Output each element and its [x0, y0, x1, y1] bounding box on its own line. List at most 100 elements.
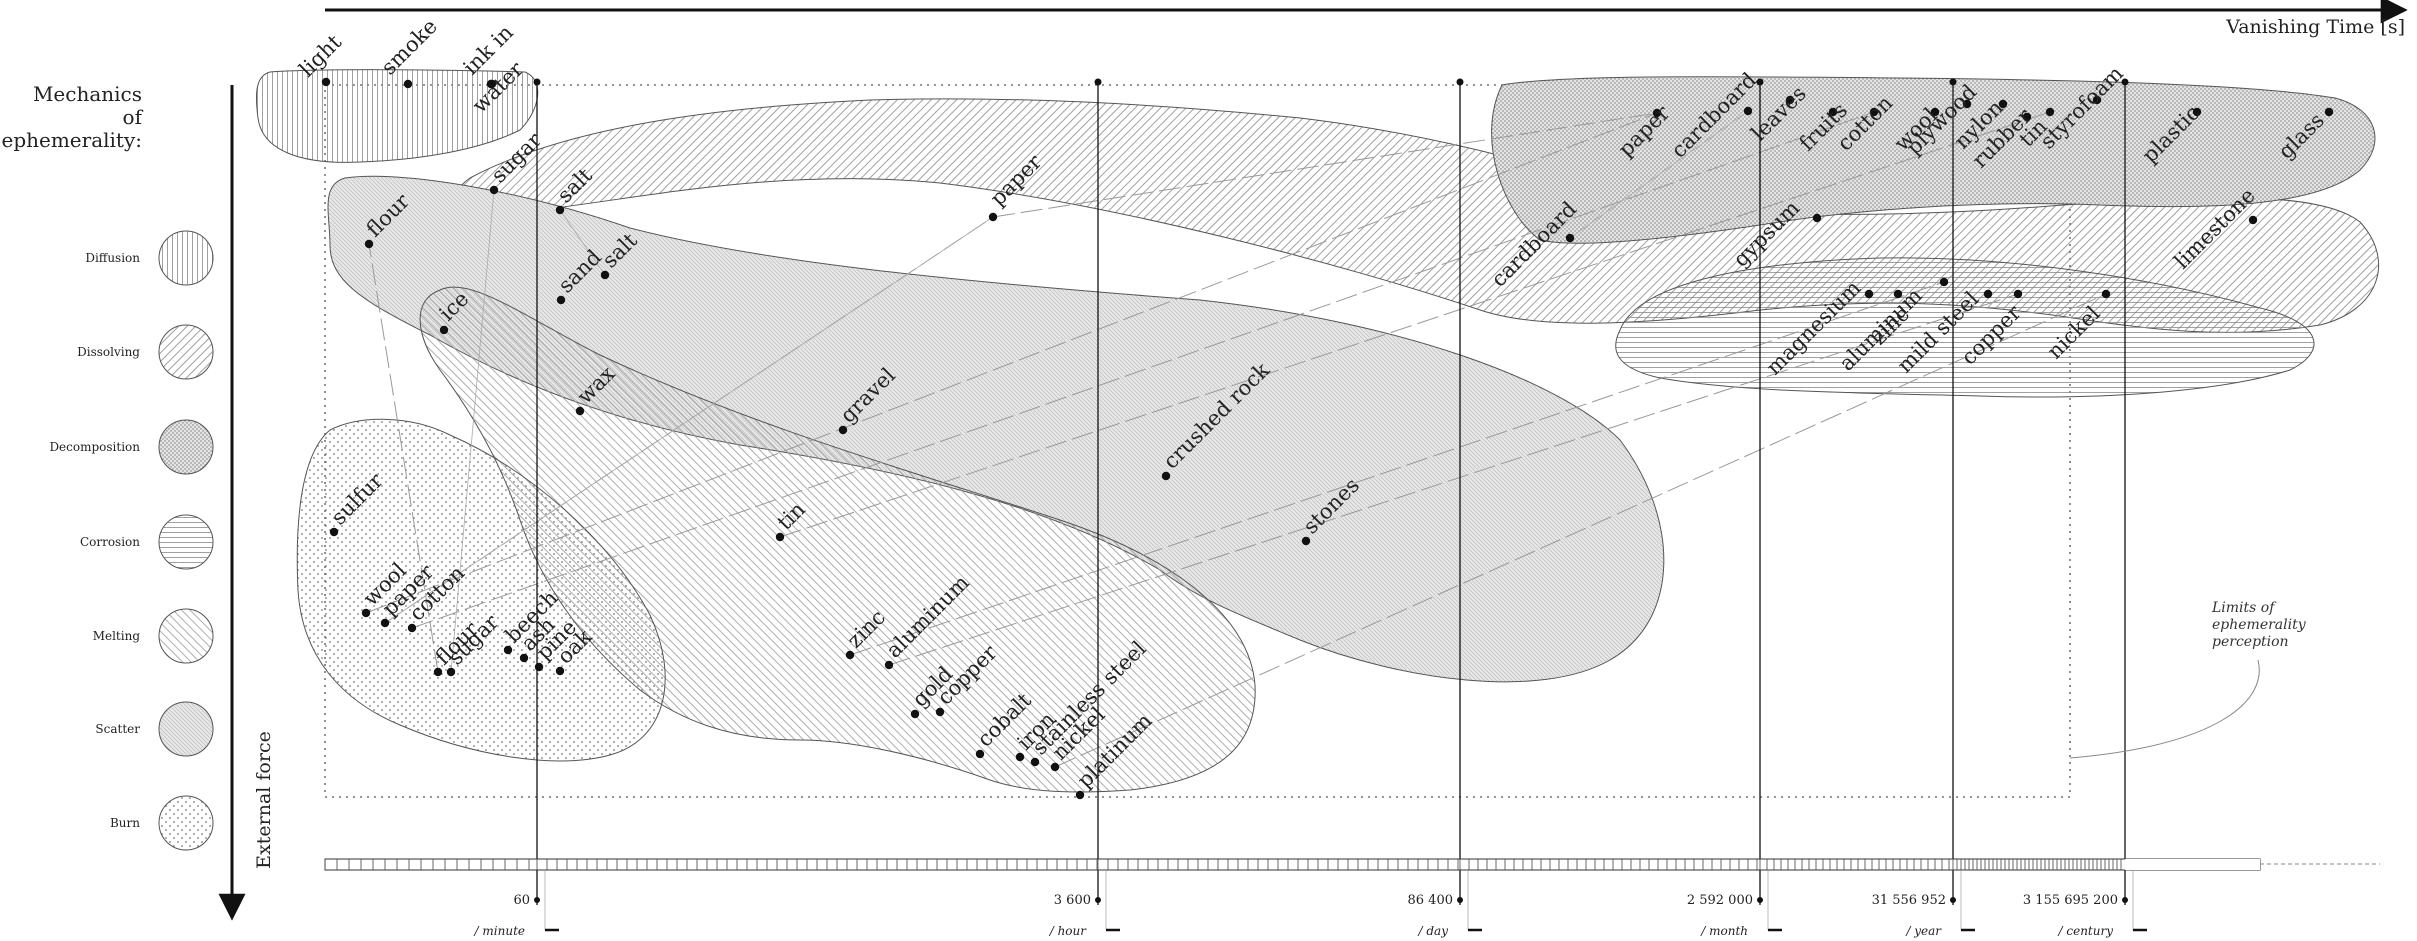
legend-swatch-burn: [158, 795, 214, 851]
time-line-cap-4: [1949, 78, 1957, 86]
legend-label-diffusion: Diffusion: [85, 251, 140, 265]
connector-3: [849, 281, 1945, 656]
dot-decomposition-4: [1869, 107, 1879, 117]
legend-swatch-corrosion: [158, 514, 214, 570]
connector-thin-0: [450, 189, 495, 673]
dot-decomposition-5: [1930, 107, 1940, 117]
timeline-bar: [324, 858, 2380, 871]
dot-melting-2: [775, 532, 785, 542]
dot-dissolving-3: [1565, 233, 1575, 243]
dot-decomposition-1: [1743, 106, 1753, 116]
dot-burn-6: [503, 645, 513, 655]
connector-5: [1054, 293, 2107, 768]
legend-swatch-melting: [158, 608, 214, 664]
connector-8: [992, 112, 1658, 218]
connector-1: [411, 111, 1875, 629]
dot-burn-2: [380, 618, 390, 628]
item-dots: [321, 77, 2334, 800]
legend-title-line-2: of: [123, 105, 144, 129]
dot-dissolving-0: [489, 185, 499, 195]
connector-thin-2: [384, 216, 994, 624]
dot-corrosion-2: [1939, 277, 1949, 287]
tick-unit-0: / minute: [474, 924, 525, 938]
dot-melting-7: [975, 749, 985, 759]
dot-melting-5: [910, 709, 920, 719]
dot-burn-7: [519, 653, 529, 663]
tick-unit-1: / hour: [1049, 924, 1088, 938]
dot-decomposition-7: [1998, 99, 2008, 109]
connector-thin-3: [1569, 110, 1749, 239]
region-corrosion: [1615, 257, 2315, 398]
time-lines: [533, 78, 2129, 905]
connector-2: [368, 243, 439, 673]
tick-dot-4: [1950, 897, 1956, 903]
legend-title-line-1: Mechanics: [33, 82, 142, 106]
time-line-cap-2: [1456, 78, 1464, 86]
dot-corrosion-1: [1893, 289, 1903, 299]
region-burn: [296, 418, 666, 762]
tick-unit-3: / month: [1700, 924, 1748, 938]
tick-dot-1: [1095, 897, 1101, 903]
legend-label-melting: Melting: [93, 629, 141, 643]
dot-decomposition-6: [1962, 99, 1972, 109]
tick-dot-5: [2122, 897, 2128, 903]
dot-burn-1: [361, 608, 371, 618]
dot-corrosion-0: [1864, 289, 1874, 299]
timeline-ticks: 60 / minute 3 600 / hour 86 400 / day 2 592 00…: [474, 871, 2147, 938]
dot-scatter-0: [364, 239, 374, 249]
dot-diffusion-1: [403, 79, 413, 89]
connector-lines: [365, 110, 2107, 768]
connector-0: [365, 112, 1658, 614]
x-axis-title: Vanishing Time [s]: [2225, 16, 2405, 38]
dot-burn-8: [534, 662, 544, 672]
tick-value-4: 31 556 952: [1872, 893, 1946, 908]
dot-decomposition-10: [2092, 95, 2102, 105]
tick-value-2: 86 400: [1408, 893, 1454, 908]
dot-melting-1: [575, 406, 585, 416]
time-line-cap-0: [533, 78, 541, 86]
dot-melting-6: [935, 707, 945, 717]
legend-title-line-3: ephemerality:: [1, 128, 142, 152]
tick-unit-5: / century: [2058, 924, 2114, 938]
region-decomposition: [1491, 76, 2376, 244]
legend-swatch-diffusion: [158, 230, 214, 286]
tick-dot-2: [1457, 897, 1463, 903]
tick-dot-3: [1757, 897, 1763, 903]
dot-dissolving-4: [1812, 213, 1822, 223]
dot-corrosion-4: [2013, 289, 2023, 299]
legend-label-corrosion: Corrosion: [80, 535, 140, 549]
time-line-cap-5: [2121, 78, 2129, 86]
dot-burn-0: [329, 527, 339, 537]
dot-diffusion-3: [486, 79, 496, 89]
legend-swatch-scatter: [158, 701, 214, 757]
dot-scatter-2: [600, 270, 610, 280]
dot-corrosion-5: [2101, 289, 2111, 299]
time-line-cap-1: [1094, 78, 1102, 86]
dot-scatter-3: [838, 425, 848, 435]
connector-4: [888, 293, 2019, 666]
dot-burn-3: [407, 623, 417, 633]
dot-melting-8: [1015, 752, 1025, 762]
dot-melting-3: [845, 650, 855, 660]
dot-decomposition-9: [2045, 107, 2055, 117]
dot-decomposition-11: [2192, 107, 2202, 117]
perception-annotation: Limits of ephemerality perception: [2069, 600, 2307, 759]
annotation-line-3: perception: [2212, 634, 2289, 650]
dot-scatter-5: [1301, 536, 1311, 546]
dot-diffusion-0: [321, 77, 331, 87]
timeline-bar-tail: [2125, 859, 2260, 870]
dot-scatter-1: [556, 295, 566, 305]
legend-label-decomposition: Decomposition: [49, 440, 140, 454]
dot-decomposition-0: [1652, 108, 1662, 118]
tick-unit-2: / day: [1418, 924, 1449, 938]
dot-corrosion-3: [1983, 289, 1993, 299]
dot-burn-5: [446, 667, 456, 677]
legend-swatch-dissolving: [158, 324, 214, 380]
dot-scatter-4: [1161, 471, 1171, 481]
tick-dot-0: [534, 897, 540, 903]
tick-unit-4: / year: [1905, 924, 1942, 938]
dot-decomposition-12: [2324, 107, 2334, 117]
dot-decomposition-8: [2022, 112, 2032, 122]
annotation-line-2: ephemerality: [2212, 617, 2307, 633]
